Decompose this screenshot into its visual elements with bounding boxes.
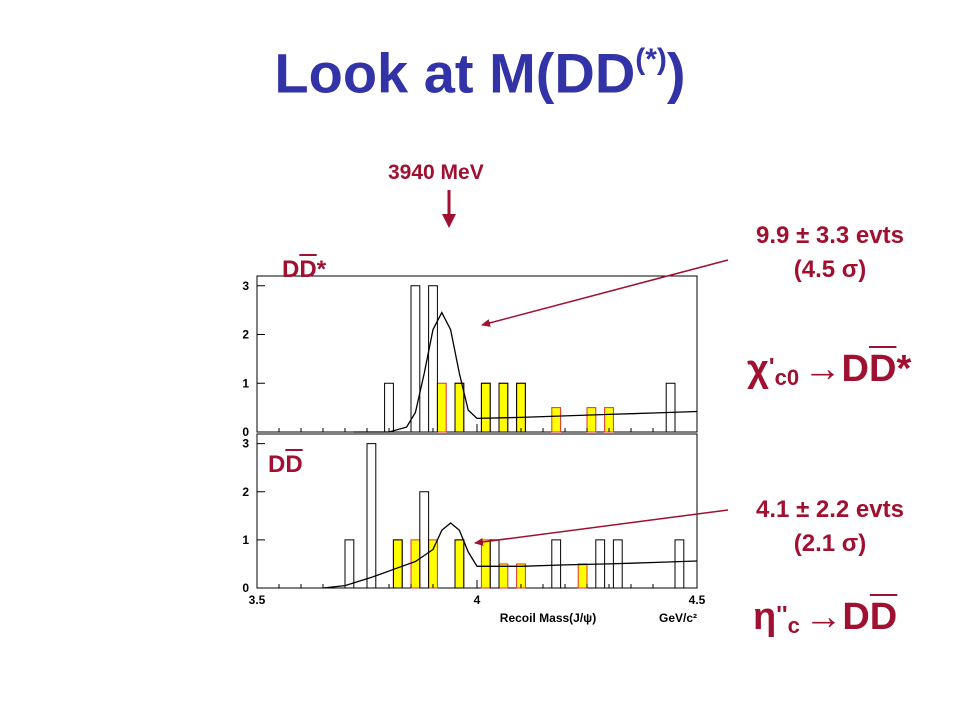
upper-pointer-line [481, 259, 729, 327]
y-tick-label: 3 [242, 279, 249, 293]
y-tick-label: 2 [242, 328, 249, 342]
filled-bin [454, 382, 465, 433]
top-panel-label: DD* [282, 256, 327, 283]
open-bin [454, 382, 465, 433]
y-tick-label: 0 [242, 425, 249, 439]
upper-yield-line2: (4.5 σ) [793, 256, 867, 283]
lower-yield-line2: (2.1 σ) [793, 530, 867, 557]
upper-decay-label: χ'c0 →DD* [747, 348, 912, 391]
open-bin [419, 491, 430, 589]
upper-yield-annotation: 9.9 ± 3.3 evts (4.5 σ) [710, 222, 950, 284]
filled-bin [392, 539, 403, 589]
x-tick-label: 4 [474, 593, 481, 607]
open-bin [480, 382, 491, 433]
fit-curve [353, 311, 698, 433]
open-bin [392, 539, 403, 589]
mass-marker-arrowhead [442, 214, 456, 228]
y-tick-label: 0 [242, 581, 249, 595]
open-bin [551, 539, 562, 589]
open-bin [344, 539, 355, 589]
y-tick-label: 3 [242, 437, 249, 451]
filled-bin [480, 539, 491, 589]
filled-bin [454, 539, 465, 589]
open-bin [410, 285, 421, 433]
open-bin [454, 539, 465, 589]
lower-yield-annotation: 4.1 ± 2.2 evts (2.1 σ) [710, 496, 950, 558]
filled-bin [586, 407, 597, 433]
x-tick-label: 3.5 [249, 593, 266, 607]
x-axis-unit: GeV/c² [659, 611, 697, 625]
bottom-panel-label: DD [268, 451, 303, 478]
page-title: Look at M(DD(*)) [274, 41, 686, 105]
upper-yield-line1: 9.9 ± 3.3 evts [756, 222, 904, 249]
open-bin [498, 382, 509, 433]
y-tick-label: 1 [242, 376, 249, 390]
open-bin [366, 443, 377, 589]
open-bin [428, 285, 438, 433]
filled-bin [436, 382, 447, 433]
top-panel: 0 1 2 3 [242, 275, 698, 439]
filled-bin [410, 539, 421, 589]
panel-frame [256, 433, 698, 589]
y-tick-label: 1 [242, 533, 249, 547]
open-bin [384, 382, 394, 433]
fit-curve [322, 522, 698, 589]
filled-bin [577, 563, 588, 589]
bottom-panel: 0 1 2 3 3.5 4 4.5 Recoil Mass(J/ψ) GeV/c² [242, 433, 706, 625]
mass-marker-label: 3940 MeV [388, 161, 484, 184]
filled-bin [498, 563, 509, 589]
filled-bin [516, 382, 526, 433]
filled-bin [498, 382, 509, 433]
filled-bin [480, 382, 491, 433]
lower-yield-line1: 4.1 ± 2.2 evts [756, 496, 904, 523]
x-axis-label: Recoil Mass(J/ψ) [500, 611, 596, 625]
y-tick-label: 2 [242, 485, 249, 499]
lower-pointer-line [474, 509, 729, 546]
filled-bin [428, 539, 438, 589]
lower-decay-label: η''c →DD [753, 596, 898, 639]
x-tick-label: 4.5 [689, 593, 706, 607]
open-bin [665, 382, 676, 433]
panel-frame [256, 275, 698, 433]
open-bin [674, 539, 685, 589]
filled-bin [551, 407, 562, 433]
open-bin [489, 539, 500, 589]
